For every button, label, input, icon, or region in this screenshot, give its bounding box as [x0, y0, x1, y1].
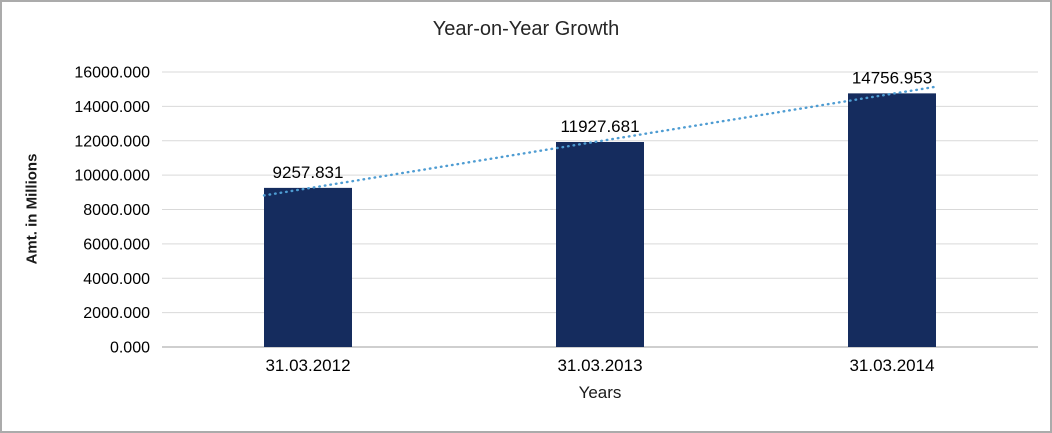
bar-data-label: 11927.681: [560, 117, 639, 136]
x-tick-label: 31.03.2014: [849, 356, 934, 375]
bar-data-label: 9257.831: [273, 163, 344, 182]
x-tick-label: 31.03.2012: [265, 356, 350, 375]
y-tick-label: 2000.000: [83, 305, 150, 322]
y-tick-label: 6000.000: [83, 236, 150, 253]
y-tick-label: 4000.000: [83, 271, 150, 288]
x-tick-label: 31.03.2013: [557, 356, 642, 375]
bar: [848, 93, 936, 347]
bar: [264, 187, 352, 347]
chart-title: Year-on-Year Growth: [432, 18, 620, 40]
trendline: [262, 85, 938, 197]
bar-data-label: 14756.953: [852, 68, 932, 87]
y-tick-label: 8000.000: [83, 202, 150, 219]
y-tick-label: 0.000: [110, 340, 150, 357]
bar: [556, 141, 644, 347]
x-axis-title: Years: [578, 383, 622, 402]
y-tick-label: 12000.000: [74, 133, 150, 150]
y-tick-label: 14000.000: [74, 99, 150, 116]
y-tick-label: 16000.000: [74, 65, 150, 82]
y-tick-label: 10000.000: [74, 168, 150, 185]
